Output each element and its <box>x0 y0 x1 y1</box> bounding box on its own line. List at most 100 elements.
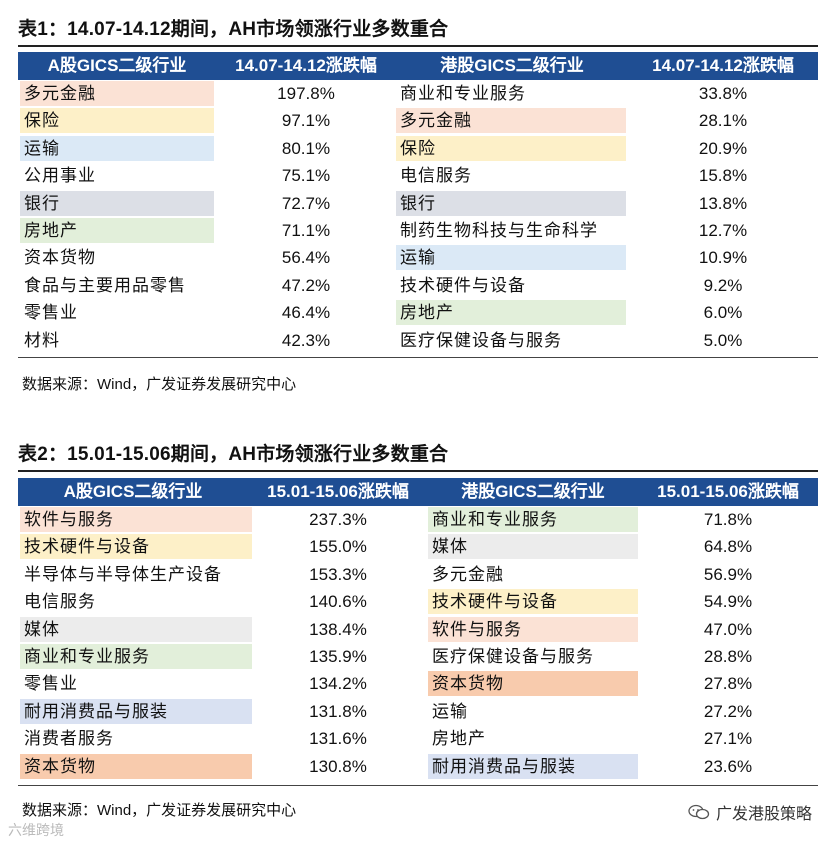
h-change-cell: 13.8% <box>628 191 818 216</box>
table2-header: A股GICS二级行业 15.01-15.06涨跌幅 港股GICS二级行业 15.… <box>18 478 818 506</box>
a-industry-cell: 房地产 <box>20 218 214 243</box>
a-change-cell: 80.1% <box>216 136 396 161</box>
a-change-cell: 56.4% <box>216 245 396 270</box>
table-row: 软件与服务237.3%商业和专业服务71.8% <box>18 506 818 533</box>
a-change-cell: 138.4% <box>248 617 428 642</box>
a-change-cell: 135.9% <box>248 644 428 669</box>
table1-title: 表1：14.07-14.12期间，AH市场领涨行业多数重合 <box>18 14 448 41</box>
a-industry-cell: 多元金融 <box>20 81 214 106</box>
h-change-cell: 71.8% <box>638 507 818 532</box>
h-change-cell: 5.0% <box>628 328 818 353</box>
h-change-cell: 12.7% <box>628 218 818 243</box>
a-industry-cell: 媒体 <box>20 617 252 642</box>
h-industry-cell: 运输 <box>428 699 638 724</box>
table2-header-h-change: 15.01-15.06涨跌幅 <box>638 478 818 506</box>
h-change-cell: 27.8% <box>638 671 818 696</box>
a-change-cell: 237.3% <box>248 507 428 532</box>
h-industry-cell: 商业和专业服务 <box>428 507 638 532</box>
a-change-cell: 72.7% <box>216 191 396 216</box>
table-row: 房地产71.1%制药生物科技与生命科学12.7% <box>18 217 818 244</box>
a-change-cell: 42.3% <box>216 328 396 353</box>
table1-top-rule <box>18 45 818 47</box>
table-row: 保险97.1%多元金融28.1% <box>18 107 818 134</box>
a-industry-cell: 商业和专业服务 <box>20 644 252 669</box>
a-industry-cell: 电信服务 <box>20 589 252 614</box>
h-industry-cell: 多元金融 <box>396 108 626 133</box>
h-industry-cell: 房地产 <box>428 726 638 751</box>
h-change-cell: 54.9% <box>638 589 818 614</box>
table-row: 资本货物56.4%运输10.9% <box>18 244 818 271</box>
brand-name: 广发港股策略 <box>716 800 812 824</box>
h-industry-cell: 商业和专业服务 <box>396 81 626 106</box>
watermark: 六维跨境 <box>8 820 64 840</box>
table-row: 多元金融197.8%商业和专业服务33.8% <box>18 80 818 107</box>
table1-header-a-industry: A股GICS二级行业 <box>18 52 216 80</box>
table2-title: 表2：15.01-15.06期间，AH市场领涨行业多数重合 <box>18 439 448 466</box>
table-row: 技术硬件与设备155.0%媒体64.8% <box>18 533 818 560</box>
a-industry-cell: 保险 <box>20 108 214 133</box>
table1-bottom-rule <box>18 357 818 358</box>
table-row: 运输80.1%保险20.9% <box>18 135 818 162</box>
h-change-cell: 56.9% <box>638 562 818 587</box>
table-row: 半导体与半导体生产设备153.3%多元金融56.9% <box>18 561 818 588</box>
a-industry-cell: 银行 <box>20 191 214 216</box>
a-industry-cell: 半导体与半导体生产设备 <box>20 562 252 587</box>
h-industry-cell: 制药生物科技与生命科学 <box>396 218 626 243</box>
table1: A股GICS二级行业 14.07-14.12涨跌幅 港股GICS二级行业 14.… <box>18 52 818 356</box>
h-industry-cell: 医疗保健设备与服务 <box>396 328 626 353</box>
h-change-cell: 20.9% <box>628 136 818 161</box>
table1-source: 数据来源：Wind，广发证券发展研究中心 <box>22 373 296 394</box>
h-change-cell: 64.8% <box>638 534 818 559</box>
a-industry-cell: 消费者服务 <box>20 726 252 751</box>
h-change-cell: 27.1% <box>638 726 818 751</box>
h-industry-cell: 保险 <box>396 136 626 161</box>
brand-mark: 广发港股策略 <box>688 800 812 824</box>
table-row: 食品与主要用品零售47.2%技术硬件与设备9.2% <box>18 272 818 299</box>
h-industry-cell: 软件与服务 <box>428 617 638 642</box>
table2-source: 数据来源：Wind，广发证券发展研究中心 <box>22 799 296 820</box>
h-industry-cell: 运输 <box>396 245 626 270</box>
table-row: 电信服务140.6%技术硬件与设备54.9% <box>18 588 818 615</box>
h-industry-cell: 电信服务 <box>396 163 626 188</box>
h-change-cell: 23.6% <box>638 754 818 779</box>
table-row: 材料42.3%医疗保健设备与服务5.0% <box>18 327 818 354</box>
table2-header-a-change: 15.01-15.06涨跌幅 <box>248 478 428 506</box>
h-change-cell: 9.2% <box>628 273 818 298</box>
table2-top-rule <box>18 470 818 472</box>
table-row: 媒体138.4%软件与服务47.0% <box>18 616 818 643</box>
a-industry-cell: 资本货物 <box>20 754 252 779</box>
h-industry-cell: 耐用消费品与服装 <box>428 754 638 779</box>
h-change-cell: 6.0% <box>628 300 818 325</box>
h-change-cell: 15.8% <box>628 163 818 188</box>
a-change-cell: 46.4% <box>216 300 396 325</box>
table1-header: A股GICS二级行业 14.07-14.12涨跌幅 港股GICS二级行业 14.… <box>18 52 818 80</box>
a-change-cell: 131.6% <box>248 726 428 751</box>
a-change-cell: 140.6% <box>248 589 428 614</box>
h-industry-cell: 媒体 <box>428 534 638 559</box>
a-change-cell: 130.8% <box>248 754 428 779</box>
a-change-cell: 97.1% <box>216 108 396 133</box>
a-change-cell: 155.0% <box>248 534 428 559</box>
a-change-cell: 75.1% <box>216 163 396 188</box>
h-change-cell: 10.9% <box>628 245 818 270</box>
table-row: 零售业134.2%资本货物27.8% <box>18 670 818 697</box>
a-industry-cell: 材料 <box>20 328 214 353</box>
h-industry-cell: 技术硬件与设备 <box>428 589 638 614</box>
h-industry-cell: 技术硬件与设备 <box>396 273 626 298</box>
h-change-cell: 28.8% <box>638 644 818 669</box>
table-row: 消费者服务131.6%房地产27.1% <box>18 725 818 752</box>
table-row: 资本货物130.8%耐用消费品与服装23.6% <box>18 753 818 780</box>
table-row: 零售业46.4%房地产6.0% <box>18 299 818 326</box>
a-industry-cell: 零售业 <box>20 300 214 325</box>
a-change-cell: 153.3% <box>248 562 428 587</box>
table1-header-h-change: 14.07-14.12涨跌幅 <box>628 52 818 80</box>
table2-header-h-industry: 港股GICS二级行业 <box>428 478 638 506</box>
table-row: 商业和专业服务135.9%医疗保健设备与服务28.8% <box>18 643 818 670</box>
table1-header-a-change: 14.07-14.12涨跌幅 <box>216 52 396 80</box>
table2-header-a-industry: A股GICS二级行业 <box>18 478 248 506</box>
a-change-cell: 71.1% <box>216 218 396 243</box>
wechat-icon <box>688 804 710 820</box>
a-change-cell: 131.8% <box>248 699 428 724</box>
a-industry-cell: 耐用消费品与服装 <box>20 699 252 724</box>
table2-bottom-rule <box>18 785 818 786</box>
